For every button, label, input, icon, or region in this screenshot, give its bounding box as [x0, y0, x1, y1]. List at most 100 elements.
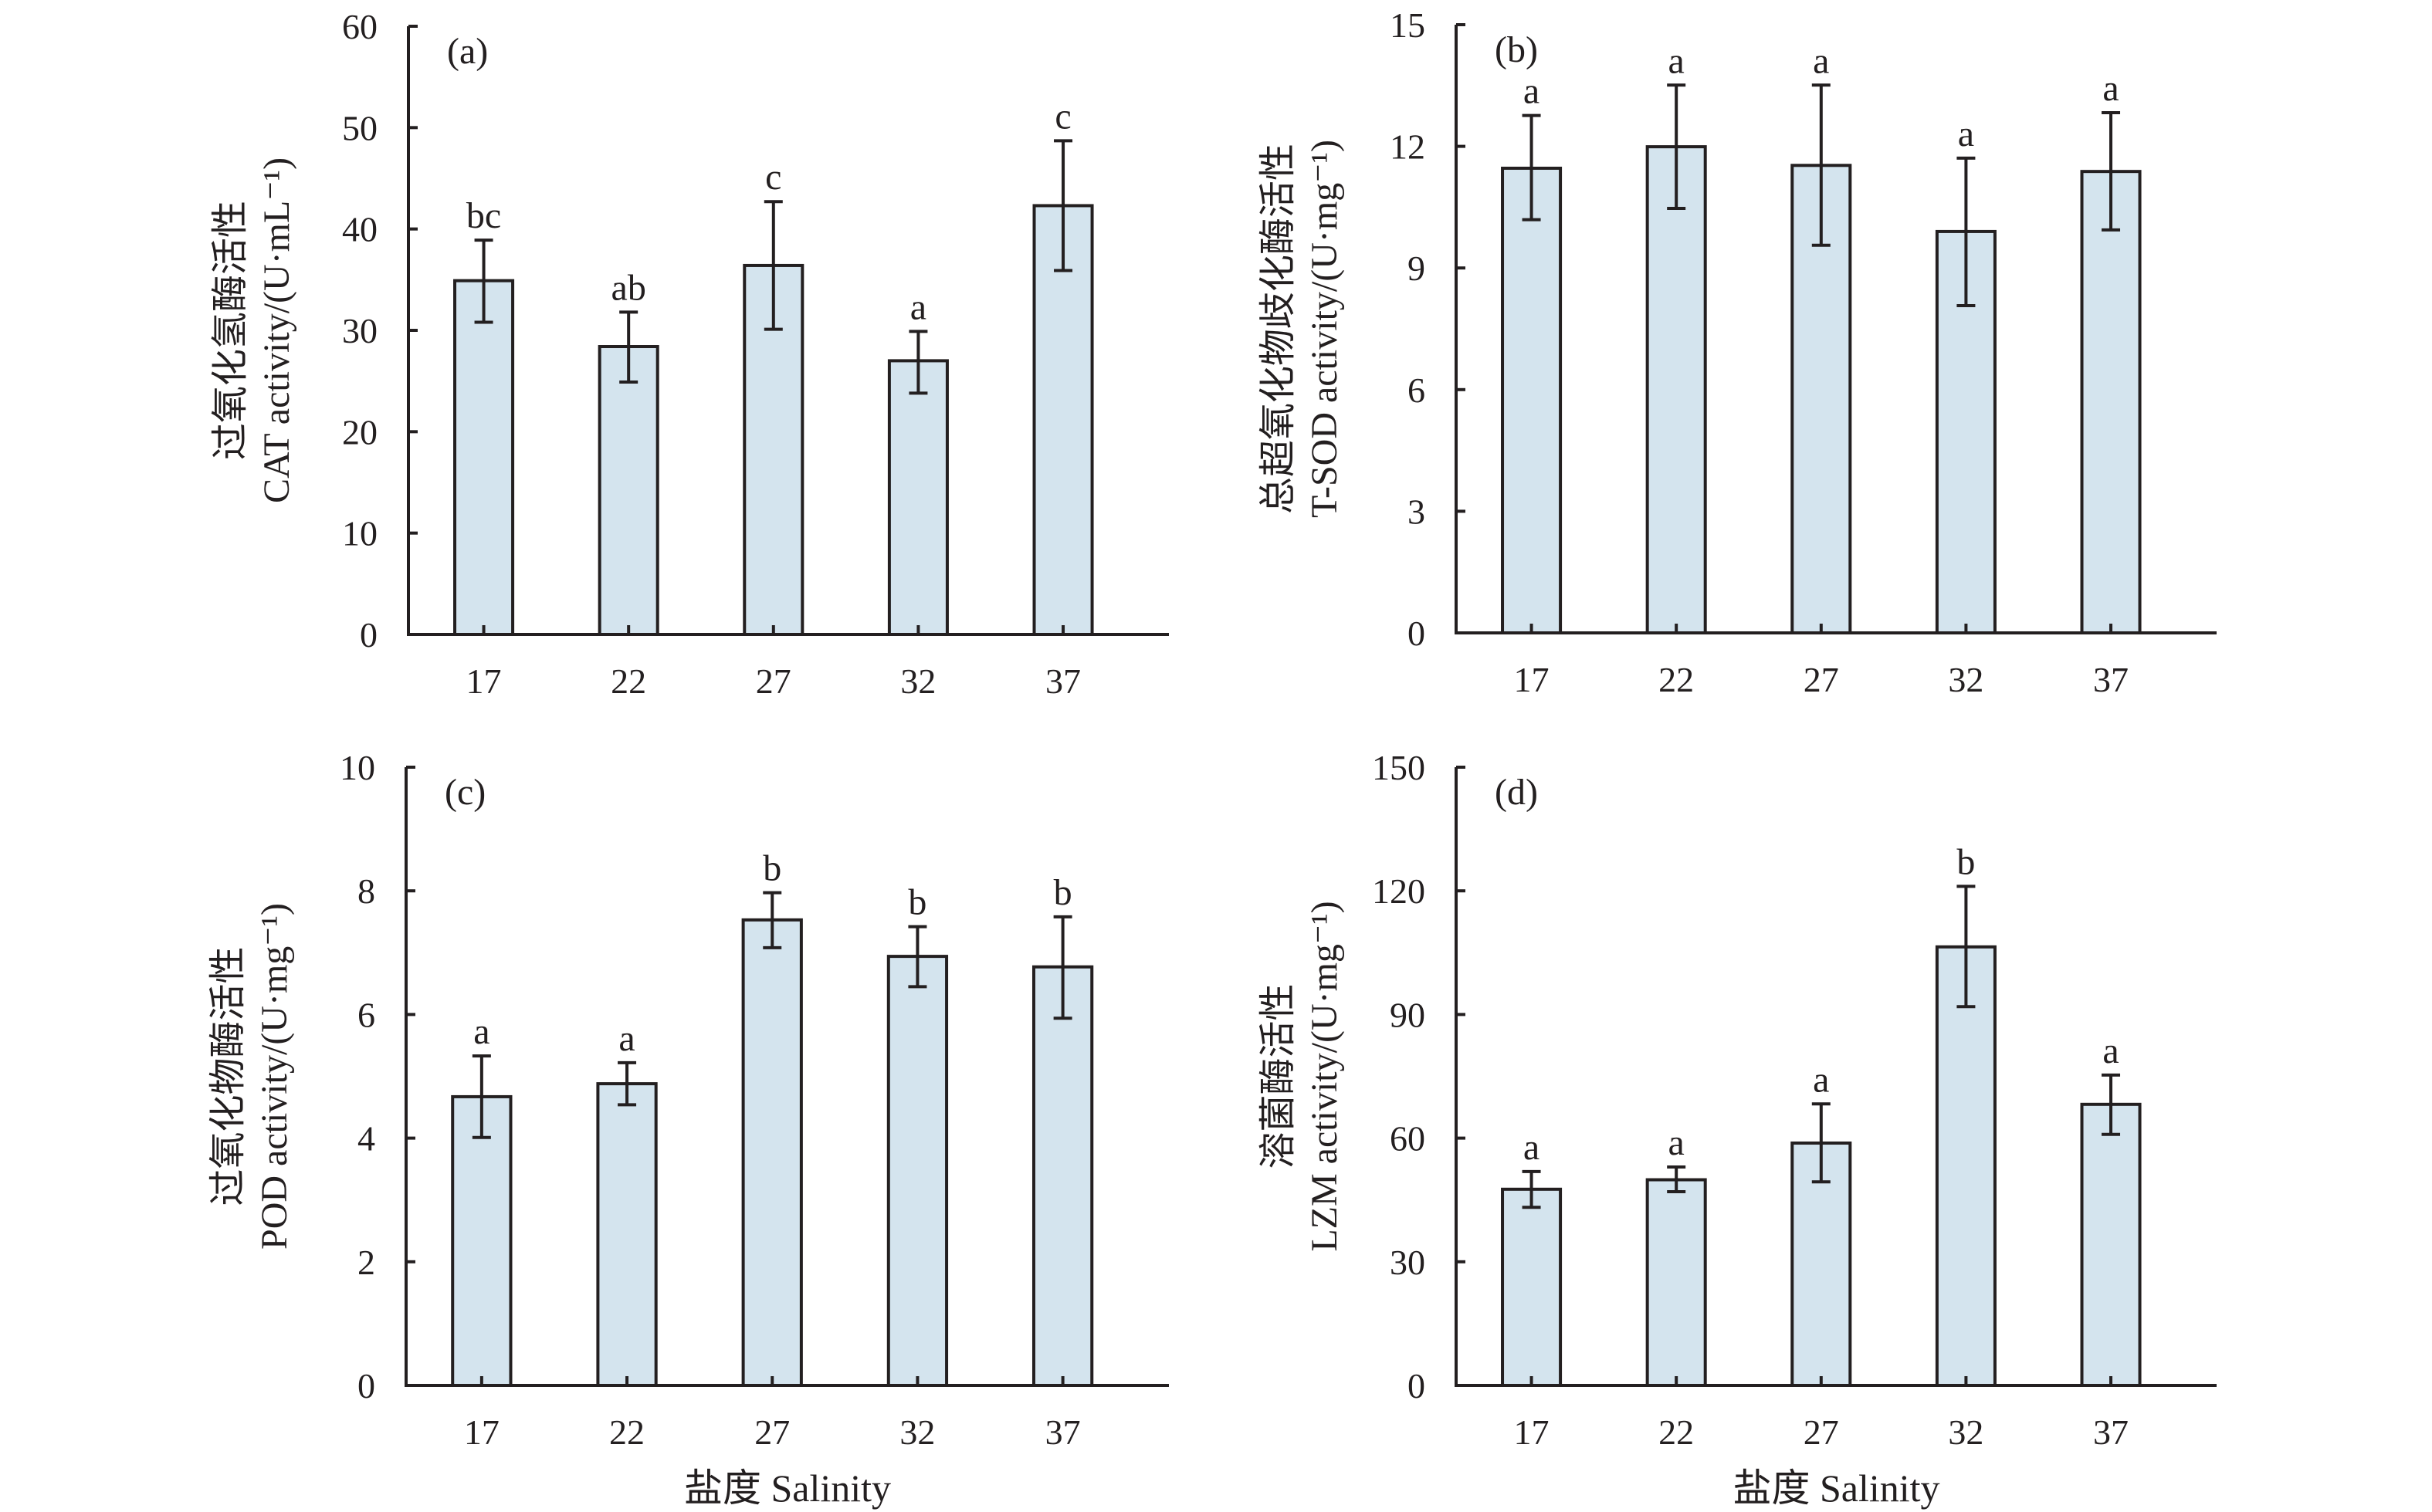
x-tick-label: 37	[1045, 1412, 1081, 1452]
error-bar	[1956, 156, 1976, 308]
panel-label: (a)	[447, 31, 488, 72]
y-axis-label: CAT activity/(U·mL⁻¹)	[256, 157, 297, 503]
bar	[1501, 166, 1563, 634]
y-axis-label-cn: 过氧化氢酶活性	[210, 201, 251, 460]
y-tick-label: 50	[342, 108, 378, 147]
significance-label: a	[910, 286, 926, 327]
bar	[886, 955, 949, 1387]
y-tick-label: 0	[1407, 614, 1425, 653]
y-tick-label: 6	[1407, 370, 1425, 410]
y-tick-label: 15	[1390, 5, 1425, 45]
significance-label: b	[1054, 872, 1072, 913]
error-bar	[1956, 885, 1976, 1009]
x-tick-label: 37	[1045, 661, 1081, 701]
bar	[598, 345, 659, 636]
significance-label: b	[908, 882, 926, 923]
x-tick-label: 27	[1804, 1412, 1839, 1452]
y-tick-label: 20	[342, 412, 378, 452]
significance-label: a	[1523, 71, 1539, 112]
y-axis-label: T-SOD activity/(U·mg⁻¹)	[1304, 140, 1345, 518]
x-tick-label: 22	[609, 1412, 645, 1452]
y-tick-label: 10	[342, 514, 378, 553]
significance-label: a	[1958, 113, 1974, 154]
panel-c: a a b b b 0 2 4 6 8 10 17 22 27 32 37 (c) 过氧化物酶活性 POD acti…	[208, 748, 1169, 1510]
error-bar	[908, 925, 927, 989]
y-tick-label: 0	[360, 615, 378, 655]
x-tick-label: 17	[466, 661, 502, 701]
significance-label: bc	[466, 195, 501, 236]
error-bar	[1667, 1165, 1686, 1194]
error-bar	[1522, 113, 1541, 222]
significance-label: ab	[611, 267, 646, 308]
significance-label: c	[1055, 96, 1071, 137]
y-tick-label: 40	[342, 210, 378, 249]
bar	[1790, 1142, 1852, 1388]
error-bar	[2102, 110, 2121, 232]
bar	[1935, 945, 1997, 1387]
significance-label: a	[2102, 68, 2119, 109]
x-tick-label: 22	[1658, 1412, 1694, 1452]
bar	[596, 1082, 658, 1388]
bar	[2080, 1102, 2142, 1387]
y-axis-label-cn: 总超氧化物歧化酶活性	[1258, 144, 1299, 514]
y-tick-label: 120	[1372, 871, 1425, 911]
y-tick-label: 30	[342, 311, 378, 350]
bar	[453, 279, 515, 636]
y-tick-label: 10	[340, 748, 375, 787]
y-axis-label: POD activity/(U·mg⁻¹)	[254, 903, 295, 1250]
bar	[1645, 145, 1707, 635]
panel-label: (d)	[1495, 772, 1538, 813]
significance-label: b	[1956, 841, 1975, 882]
x-tick-label: 32	[1948, 1412, 1983, 1452]
significance-label: a	[1668, 40, 1685, 81]
y-tick-label: 30	[1390, 1243, 1425, 1282]
significance-label: a	[618, 1018, 635, 1059]
y-tick-label: 0	[357, 1366, 375, 1405]
significance-label: a	[1668, 1122, 1685, 1163]
x-tick-label: 27	[756, 661, 791, 701]
bar	[1501, 1187, 1563, 1388]
y-tick-label: 60	[1390, 1119, 1425, 1159]
y-axis-label: LZM activity/(U·mg⁻¹)	[1304, 901, 1345, 1251]
x-tick-label: 37	[2093, 1412, 2129, 1452]
error-bar	[1522, 1169, 1541, 1209]
y-tick-label: 60	[342, 7, 378, 46]
bar	[1645, 1178, 1707, 1388]
error-bar	[1053, 915, 1072, 1020]
x-axis-label: 盐度 Salinity	[684, 1466, 891, 1510]
y-tick-label: 4	[357, 1119, 375, 1159]
significance-label: a	[1813, 40, 1829, 81]
y-axis-label-cn: 过氧化物酶活性	[208, 946, 249, 1206]
x-tick-label: 27	[1804, 660, 1839, 699]
panel-label: (c)	[445, 772, 486, 813]
error-bar	[2102, 1073, 2121, 1136]
significance-label: b	[763, 848, 781, 889]
y-tick-label: 3	[1407, 492, 1425, 531]
bar	[2080, 170, 2142, 635]
bar	[887, 359, 949, 636]
error-bar	[763, 891, 782, 949]
error-bar	[764, 200, 783, 331]
y-tick-label: 90	[1390, 995, 1425, 1034]
x-tick-label: 32	[1948, 660, 1983, 699]
bar	[1031, 965, 1094, 1387]
y-tick-label: 6	[357, 995, 375, 1034]
x-tick-label: 32	[900, 661, 936, 701]
error-bar	[1811, 83, 1831, 247]
y-tick-label: 9	[1407, 249, 1425, 288]
error-bar	[618, 1060, 637, 1107]
significance-label: a	[1813, 1059, 1829, 1100]
error-bar	[909, 330, 928, 395]
x-tick-label: 27	[754, 1412, 790, 1452]
y-axis-label-cn: 溶菌酶活性	[1258, 983, 1299, 1169]
y-tick-label: 150	[1372, 748, 1425, 787]
error-bar	[472, 1054, 491, 1139]
x-tick-label: 22	[1658, 660, 1694, 699]
error-bar	[1811, 1102, 1831, 1184]
panel-a: bc ab c a c 0 10 20 30 40 50 60 17 22 27 32 37 (a) 过氧化氢酶活性…	[210, 7, 1169, 701]
bar	[1032, 204, 1094, 636]
error-bar	[619, 310, 638, 384]
error-bar	[1667, 83, 1686, 210]
x-tick-label: 32	[899, 1412, 935, 1452]
